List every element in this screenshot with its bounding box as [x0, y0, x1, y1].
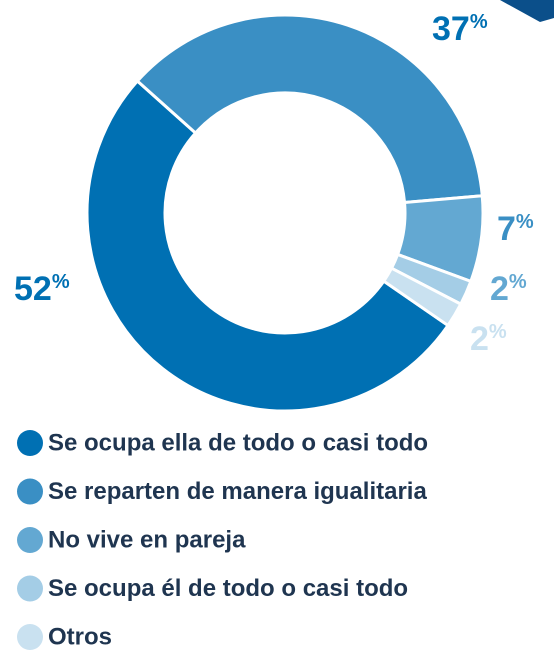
value-label: 2%: [490, 270, 527, 308]
legend-swatch: [17, 478, 43, 505]
donut-segment: [85, 78, 451, 413]
legend-swatch: [17, 430, 43, 456]
legend-label: Se ocupa él de todo o casi todo: [48, 575, 408, 602]
donut-segment: [135, 13, 484, 205]
legend-swatch: [17, 575, 43, 602]
value-label: 37%: [432, 10, 488, 48]
legend-label: No vive en pareja: [48, 526, 246, 553]
legend-label: Otros: [48, 623, 112, 650]
legend-label: Se ocupa ella de todo o casi todo: [48, 429, 428, 456]
value-label: 52%: [14, 270, 70, 308]
legend-swatch: [17, 624, 43, 650]
legend-label: Se reparten de manera igualitaria: [48, 478, 427, 505]
value-label: 7%: [497, 210, 534, 248]
corner-decoration: [500, 0, 554, 22]
legend-swatch: [17, 527, 43, 553]
donut-segment: [381, 266, 463, 328]
value-label: 2%: [470, 320, 507, 358]
